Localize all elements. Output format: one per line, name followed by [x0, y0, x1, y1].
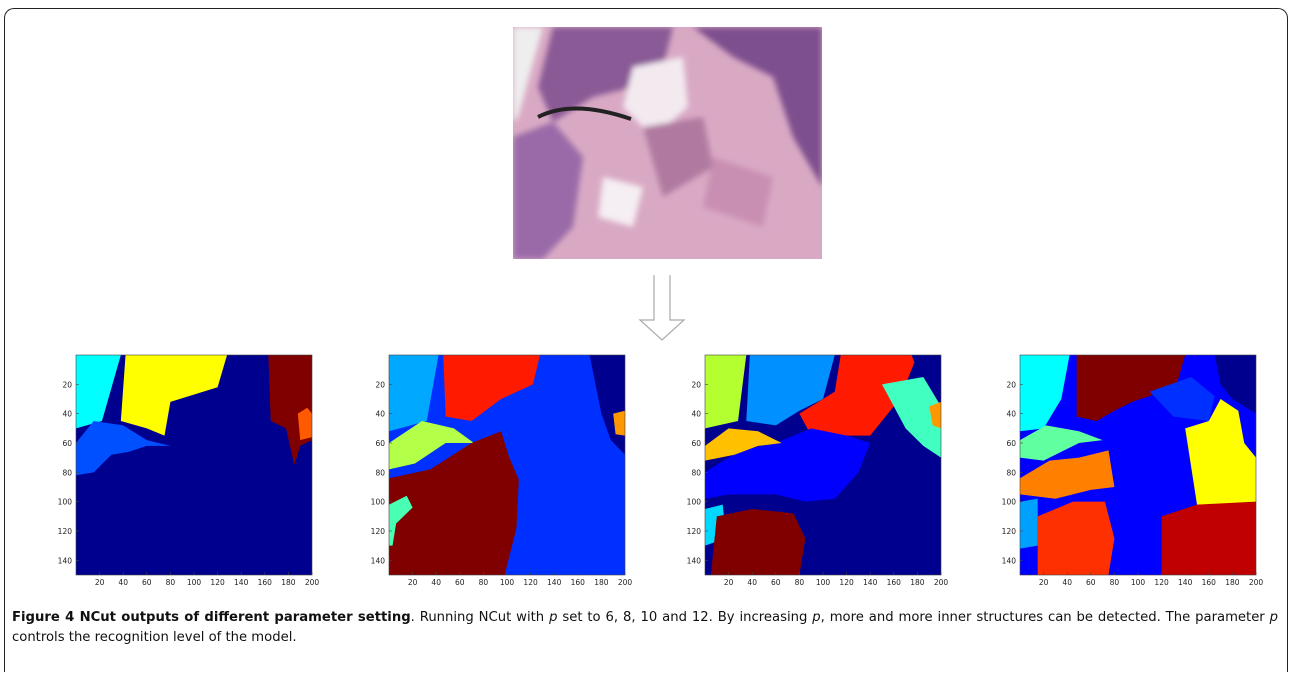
y-tick-label: 80 — [1006, 468, 1016, 477]
x-tick-label: 120 — [210, 578, 225, 587]
y-tick-label: 20 — [62, 380, 72, 389]
x-tick-label: 120 — [1154, 578, 1169, 587]
x-tick-label: 20 — [1039, 578, 1049, 587]
x-tick-label: 140 — [547, 578, 562, 587]
x-tick-label: 80 — [479, 578, 489, 587]
y-tick-label: 120 — [1002, 527, 1017, 536]
x-tick-label: 40 — [747, 578, 757, 587]
y-tick-label: 100 — [58, 498, 73, 507]
page: 20 40 60 80 100 120 140 160 180 200 20 40 60 80 100 120… — [0, 0, 1292, 674]
x-tick-label: 180 — [910, 578, 925, 587]
figure: 20 40 60 80 100 120 140 160 180 200 20 40 60 80 100 120… — [0, 0, 1292, 600]
y-tick-label: 100 — [1002, 498, 1017, 507]
y-tick-label: 60 — [1006, 439, 1016, 448]
x-tick-label: 200 — [305, 578, 320, 587]
caption: Figure 4 NCut outputs of different param… — [12, 608, 1278, 648]
y-tick-label: 40 — [62, 410, 72, 419]
x-tick-label: 20 — [95, 578, 105, 587]
y-tick-label: 60 — [375, 439, 385, 448]
x-tick-label: 60 — [142, 578, 152, 587]
segmentation-panel: 20 40 60 80 100 120 140 160 180 200 20 40 60 80 100 120… — [371, 355, 633, 600]
segmentation-map — [705, 355, 941, 575]
y-tick-label: 40 — [1006, 410, 1016, 419]
segmentation-panel: 20 40 60 80 100 120 140 160 180 200 20 40 60 80 100 120… — [1002, 355, 1264, 600]
down-arrow — [640, 275, 684, 340]
x-tick-label: 100 — [187, 578, 202, 587]
y-tick-label: 120 — [58, 527, 73, 536]
y-tick-label: 20 — [375, 380, 385, 389]
x-tick-label: 60 — [771, 578, 781, 587]
segmentation-map — [389, 355, 625, 575]
x-tick-label: 200 — [618, 578, 633, 587]
caption-title: Figure 4 NCut outputs of different param… — [12, 610, 411, 625]
panel-label: p=6 — [150, 594, 217, 600]
x-tick-label: 160 — [258, 578, 273, 587]
x-tick-label: 160 — [887, 578, 902, 587]
y-tick-label: 120 — [371, 527, 386, 536]
x-tick-label: 180 — [1225, 578, 1240, 587]
region — [1162, 502, 1256, 575]
y-tick-label: 140 — [58, 556, 73, 565]
x-tick-label: 40 — [118, 578, 128, 587]
x-tick-label: 200 — [1249, 578, 1264, 587]
x-tick-label: 20 — [724, 578, 734, 587]
y-tick-label: 80 — [691, 468, 701, 477]
x-tick-label: 40 — [1062, 578, 1072, 587]
x-tick-label: 20 — [408, 578, 418, 587]
y-tick-label: 140 — [1002, 556, 1017, 565]
x-tick-label: 140 — [234, 578, 249, 587]
y-tick-label: 60 — [691, 439, 701, 448]
x-tick-label: 160 — [1202, 578, 1217, 587]
x-tick-label: 60 — [1086, 578, 1096, 587]
x-tick-label: 100 — [816, 578, 831, 587]
y-tick-label: 20 — [1006, 380, 1016, 389]
y-tick-label: 120 — [687, 527, 702, 536]
panel-label: p=8 — [463, 594, 530, 600]
x-tick-label: 80 — [166, 578, 176, 587]
x-tick-label: 140 — [1178, 578, 1193, 587]
caption-text: . Running NCut with — [411, 610, 549, 625]
x-tick-label: 160 — [571, 578, 586, 587]
caption-text: , more and more inner structures can be … — [821, 610, 1270, 625]
y-tick-label: 100 — [687, 498, 702, 507]
x-tick-label: 180 — [594, 578, 609, 587]
segmentation-map — [1020, 355, 1256, 575]
panel-label: p=10 — [769, 594, 857, 600]
caption-text: set to 6, 8, 10 and 12. By increasing — [557, 610, 812, 625]
x-tick-label: 140 — [863, 578, 878, 587]
caption-text: controls the recognition level of the mo… — [12, 630, 297, 645]
x-tick-label: 80 — [1110, 578, 1120, 587]
panel-label: p=12 — [1084, 594, 1172, 600]
y-tick-label: 60 — [62, 439, 72, 448]
y-tick-label: 80 — [62, 468, 72, 477]
y-tick-label: 40 — [375, 410, 385, 419]
x-tick-label: 180 — [281, 578, 296, 587]
segmentation-map — [76, 355, 312, 575]
x-tick-label: 60 — [455, 578, 465, 587]
segmentation-panel: 20 40 60 80 100 120 140 160 180 200 20 40 60 80 100 120… — [687, 355, 949, 600]
x-tick-label: 100 — [1131, 578, 1146, 587]
y-tick-label: 100 — [371, 498, 386, 507]
caption-variable: p — [1270, 610, 1278, 625]
caption-variable: p — [812, 610, 820, 625]
y-tick-label: 40 — [691, 410, 701, 419]
y-tick-label: 80 — [375, 468, 385, 477]
region — [1020, 499, 1038, 549]
y-tick-label: 140 — [371, 556, 386, 565]
x-tick-label: 40 — [431, 578, 441, 587]
region — [298, 408, 312, 440]
x-tick-label: 200 — [934, 578, 949, 587]
y-tick-label: 20 — [691, 380, 701, 389]
segmentation-panel: 20 40 60 80 100 120 140 160 180 200 20 40 60 80 100 120… — [58, 355, 320, 600]
x-tick-label: 80 — [795, 578, 805, 587]
x-tick-label: 120 — [523, 578, 538, 587]
x-tick-label: 100 — [500, 578, 515, 587]
y-tick-label: 140 — [687, 556, 702, 565]
histology-image — [513, 27, 822, 259]
region — [711, 509, 805, 575]
x-tick-label: 120 — [839, 578, 854, 587]
region — [1038, 502, 1115, 575]
